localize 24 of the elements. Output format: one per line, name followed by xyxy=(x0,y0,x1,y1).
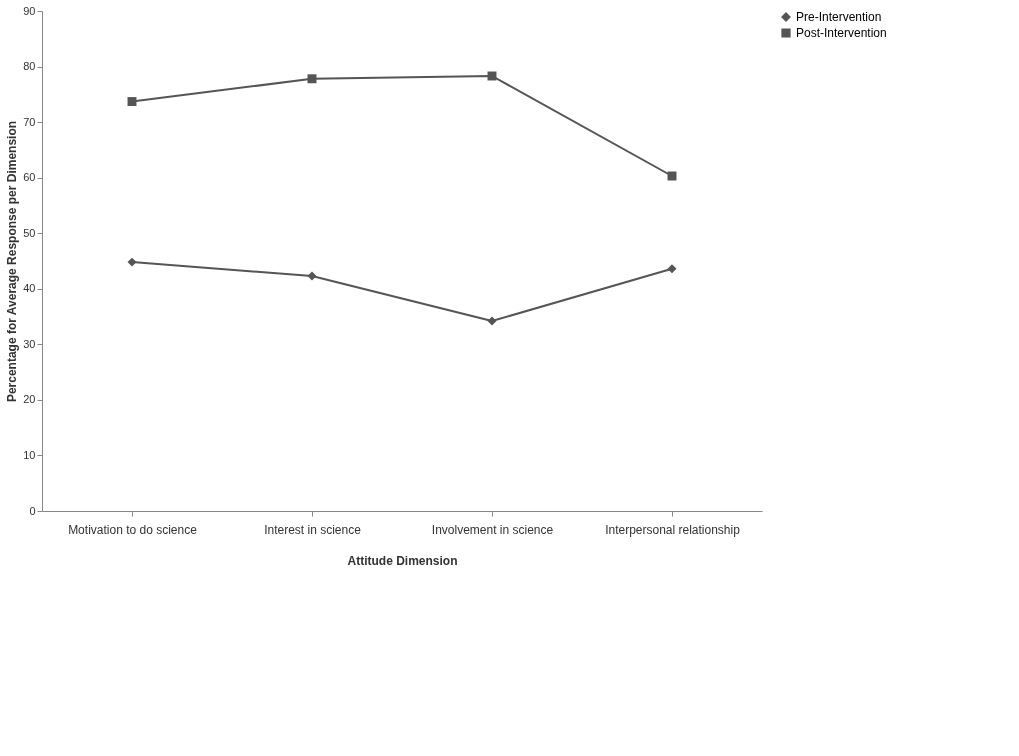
y-tick-label: 10 xyxy=(23,448,36,461)
y-tick-label: 90 xyxy=(23,4,36,17)
legend-label: Pre-Intervention xyxy=(796,10,882,24)
x-tick-label: Motivation to do science xyxy=(68,522,198,537)
x-tick-label: Interest in science xyxy=(264,522,362,537)
y-tick-label: 30 xyxy=(23,337,36,350)
y-axis-title: Percentage for Average Response per Dimension xyxy=(5,120,20,403)
legend-label: Post-Intervention xyxy=(796,26,887,40)
y-tick-label: 70 xyxy=(23,115,36,128)
point xyxy=(127,257,137,267)
x-tick-label: Involvement in science xyxy=(431,522,554,537)
y-tick-label: 0 xyxy=(29,504,36,517)
point xyxy=(667,264,677,274)
y-tick-label: 50 xyxy=(23,226,36,239)
point xyxy=(307,271,317,281)
x-axis-title: Attitude Dimension xyxy=(347,553,458,568)
y-tick-label: 40 xyxy=(23,282,36,295)
y-tick-label: 80 xyxy=(23,60,36,73)
point xyxy=(487,316,497,326)
point xyxy=(127,97,137,107)
y-tick-label: 60 xyxy=(23,171,36,184)
y-tick-label: 20 xyxy=(23,393,36,406)
x-tick-label: Interpersonal relationship xyxy=(605,522,741,537)
point xyxy=(307,74,317,84)
